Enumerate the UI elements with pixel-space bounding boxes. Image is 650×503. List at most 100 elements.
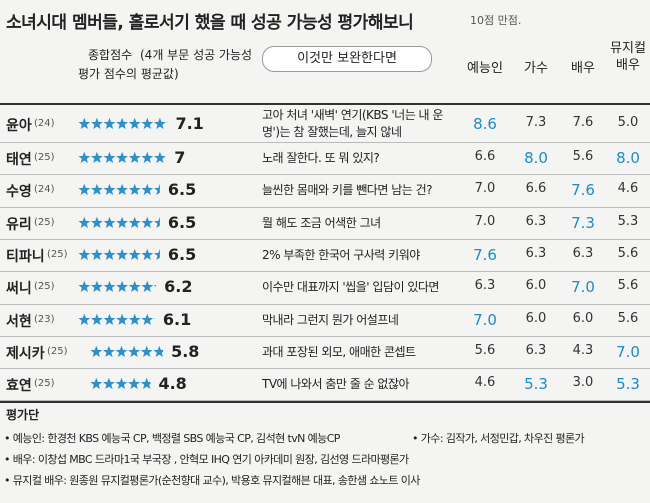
member-age: (25)	[34, 216, 55, 228]
comment: 노래 잘한다. 또 뭐 있지?	[262, 151, 380, 166]
row-rule	[0, 206, 650, 208]
panel-line: • 예능인: 한경천 KBS 예능국 CP, 백정렬 SBS 예능국 CP, 김…	[4, 432, 340, 446]
score-note: (4개 부문 성공 가능성 평가 점수의 평균값)	[78, 48, 253, 81]
star-rating	[78, 281, 157, 293]
panel-line: • 배우: 이창섭 MBC 드라마1국 부국장 , 안혁모 IHQ 연기 아카데…	[4, 453, 409, 467]
member-name: 윤아	[6, 118, 32, 134]
member-age: (25)	[34, 281, 55, 293]
field-score: 6.0	[572, 310, 594, 326]
star-rating	[78, 184, 160, 196]
field-score: 6.3	[474, 278, 496, 294]
field-score: 7.0	[474, 181, 496, 197]
subtitle: 10점 만점.	[470, 14, 522, 27]
member-name: 유리	[6, 216, 32, 233]
star-rating	[90, 378, 151, 390]
total-score: 6.5	[167, 245, 197, 265]
comment: 고아 처녀 '새벽' 연기(KBS '너는 내 운명')는 참 잘했는데, 늘지…	[262, 108, 443, 139]
field-score: 7.3	[525, 115, 547, 130]
row-rule	[0, 238, 650, 240]
field-score: 7.6	[571, 181, 595, 200]
comment: 2% 부족한 한국어 구사력 키워야	[262, 248, 420, 263]
field-header: 가수	[524, 61, 548, 76]
row-rule	[0, 303, 650, 305]
member-name: 써니	[6, 281, 32, 298]
member-name: 서현	[6, 313, 32, 330]
field-score: 6.3	[572, 246, 594, 262]
star-rating	[78, 151, 166, 164]
member-age: (23)	[34, 313, 55, 325]
comment-header: 이것만 보완한다면	[262, 46, 432, 72]
field-score: 5.3	[524, 375, 548, 394]
rule	[0, 401, 650, 404]
row-rule	[0, 335, 650, 337]
comment: TV에 나와서 춤만 줄 순 없잖아	[262, 377, 410, 392]
member-name: 제시카	[6, 345, 45, 362]
member-age: (25)	[34, 378, 55, 390]
field-score: 4.6	[474, 375, 496, 391]
field-score: 6.3	[525, 213, 547, 229]
field-score: 4.3	[572, 342, 594, 358]
panel-title: 평가단	[6, 408, 40, 423]
field-score: 7.3	[571, 213, 595, 232]
member-name: 티파니	[6, 249, 45, 266]
total-score: 6.5	[167, 180, 197, 200]
field-score: 5.0	[617, 115, 639, 130]
field-score: 7.6	[473, 246, 497, 265]
field-score: 7.6	[572, 115, 594, 130]
field-score: 4.6	[617, 181, 639, 197]
member-age: (24)	[34, 184, 55, 196]
field-score: 8.0	[524, 149, 548, 168]
field-score: 6.3	[525, 342, 547, 358]
comment: 뭘 해도 조금 어색한 그녀	[262, 215, 381, 230]
comment: 과대 포장된 외모, 애매한 콘셉트	[262, 344, 416, 359]
comment: 이수만 대표까지 '씹을' 입담이 있다면	[262, 280, 439, 295]
field-score: 7.0	[616, 342, 640, 361]
member-name: 효연	[6, 378, 32, 395]
panel-line: • 가수: 김작가, 서정민갑, 차우진 평론가	[412, 432, 585, 446]
row-rule	[0, 271, 650, 273]
total-score: 4.8	[158, 374, 187, 394]
member-age: (25)	[47, 249, 68, 261]
rule	[0, 103, 650, 105]
row-rule	[0, 174, 650, 176]
total-score: 7	[174, 148, 186, 168]
field-score: 5.3	[617, 213, 639, 229]
field-score: 8.6	[473, 115, 497, 133]
field-score: 6.6	[474, 149, 496, 165]
member-age: (24)	[34, 118, 55, 129]
field-score: 5.6	[617, 278, 639, 294]
star-rating	[78, 216, 160, 228]
field-score: 7.0	[473, 310, 497, 329]
member-age: (25)	[34, 152, 55, 164]
field-score: 7.0	[474, 213, 496, 229]
member-age: (25)	[47, 345, 68, 357]
panel-line: • 뮤지컬 배우: 원종원 뮤지컬평론가(순천향대 교수), 박용호 뮤지컬해븐…	[4, 474, 420, 488]
member-name: 태연	[6, 152, 32, 169]
field-score: 7.0	[571, 278, 595, 297]
total-score: 6.5	[167, 212, 197, 232]
field-score: 6.3	[525, 246, 547, 262]
row-rule	[0, 142, 650, 143]
field-score: 3.0	[572, 375, 594, 391]
score-title: 종합점수	[88, 48, 133, 62]
field-score: 5.3	[616, 375, 640, 394]
field-score: 5.6	[617, 310, 639, 326]
field-header: 뮤지컬 배우	[610, 41, 646, 73]
star-rating	[78, 248, 160, 261]
star-rating	[78, 313, 155, 325]
field-score: 8.0	[616, 149, 640, 168]
field-score: 5.6	[617, 246, 639, 262]
star-rating	[90, 345, 164, 357]
comment: 늘씬한 몸매와 키를 뺀다면 남는 건?	[262, 183, 433, 198]
star-rating	[78, 117, 168, 130]
comment: 막내라 그런지 뭔가 어설프네	[262, 312, 399, 327]
total-score: 6.1	[162, 309, 192, 329]
total-score: 5.8	[171, 341, 200, 361]
field-score: 5.6	[572, 149, 594, 165]
field-score: 5.6	[474, 342, 496, 358]
field-score: 6.0	[525, 310, 547, 326]
field-header: 예능인	[467, 61, 503, 76]
field-score: 6.0	[525, 278, 547, 294]
member-name: 수영	[6, 184, 32, 201]
